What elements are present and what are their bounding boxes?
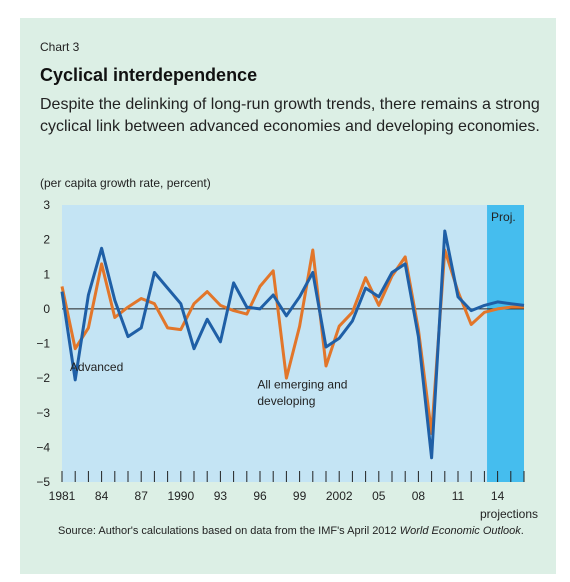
y-tick-label: −2 [36,371,50,385]
y-axis: 3 2 1 0 −1 −2 −3 −4 −5 [36,198,50,489]
y-tick-label: 3 [43,198,50,212]
chart-title: Cyclical interdependence [40,65,258,85]
x-tick-label: 1981 [49,489,76,503]
source-note: Source: Author's calculations based on d… [58,524,528,539]
x-tick-label: 96 [253,489,267,503]
series-layer [60,229,525,460]
x-tick-label: 84 [95,489,109,503]
x-tick-label: 11 [452,489,465,503]
projection-band [487,205,524,482]
y-tick-label: −3 [36,406,50,420]
source-text: Source: Author's calculations based on d… [58,525,400,537]
projection-label: Proj. [491,210,516,224]
chart-number-label: Chart 3 [40,40,80,54]
y-tick-label: −5 [36,475,50,489]
units-label: (per capita growth rate, percent) [40,176,211,190]
y-tick-label: 1 [43,267,50,281]
x-tick-label: 93 [214,489,228,503]
y-tick-label: 2 [43,233,50,247]
x-tick-label: 87 [135,489,149,503]
series-line [60,229,525,460]
x-tick-label: 1990 [167,489,194,503]
plot-area [62,205,524,482]
annotation-emerging-line2: developing [257,394,315,408]
y-tick-label: −4 [36,440,50,454]
annotation-emerging-line1: All emerging and [257,378,347,392]
y-tick-label: 0 [43,302,50,316]
annotation-advanced: Advanced [70,360,123,374]
projections-axis-note: projections [480,507,538,521]
x-axis: 1981 84 87 1990 93 96 99 2002 05 08 11 14 [49,471,525,503]
x-tick-label: 14 [491,489,505,503]
source-publication: World Economic Outlook [399,525,521,537]
x-tick-label: 2002 [326,489,353,503]
y-tick-label: −1 [36,337,50,351]
x-tick-label: 08 [412,489,426,503]
chart-subtitle: Despite the delinking of long-run growth… [40,96,540,135]
source-period: . [520,525,524,537]
x-tick-label: 99 [293,489,307,503]
x-tick-label: 05 [372,489,386,503]
series-line [60,248,524,435]
